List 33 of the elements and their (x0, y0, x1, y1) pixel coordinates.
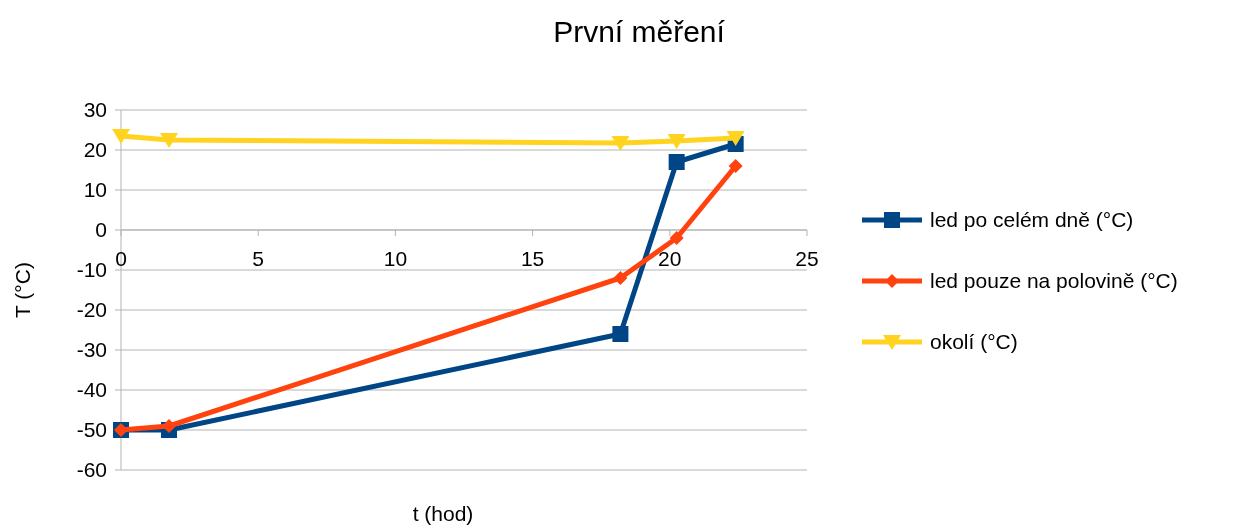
x-tick-label: 20 (658, 247, 682, 270)
point (728, 159, 743, 173)
x-tick-label: 10 (383, 247, 408, 270)
y-tick-label: 10 (83, 178, 107, 202)
chart-title: První měření (553, 15, 726, 48)
x-tick-label: 5 (252, 247, 265, 270)
legend-label: led pouze na polovině (°C) (930, 269, 1178, 293)
point (726, 131, 745, 146)
point (669, 231, 684, 245)
point (160, 133, 179, 148)
legend-label: led po celém dně (°C) (930, 208, 1134, 232)
point (612, 326, 629, 342)
y-tick-label: -40 (76, 378, 107, 402)
y-tick-label: -30 (76, 338, 107, 362)
x-tick-label: 15 (520, 247, 545, 270)
y-axis-title: T (°C) (11, 262, 34, 318)
x-axis-title: t (hod) (412, 502, 474, 525)
y-tick-label: -10 (76, 258, 107, 282)
point (613, 271, 628, 285)
y-tick-label: -50 (76, 418, 107, 442)
y-tick-label: -20 (76, 298, 107, 322)
y-tick-label: -60 (76, 458, 107, 482)
y-tick-label: 30 (83, 98, 107, 122)
legend-label: okolí (°C) (930, 330, 1018, 354)
y-tick-label: 0 (95, 218, 107, 242)
x-tick-label: 0 (115, 247, 127, 270)
point (668, 154, 685, 170)
x-tick-label: 25 (795, 247, 819, 270)
point (162, 419, 177, 433)
point (112, 129, 130, 144)
y-tick-label: 20 (83, 138, 107, 162)
point (667, 134, 686, 149)
point (611, 136, 630, 151)
